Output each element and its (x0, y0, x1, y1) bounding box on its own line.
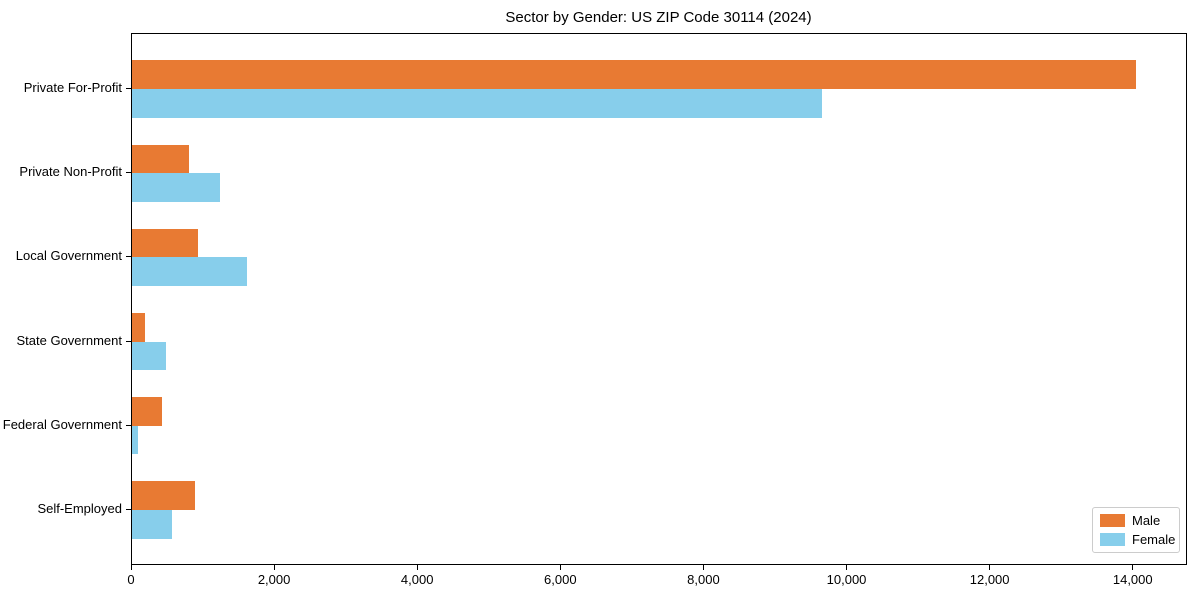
y-axis-label: Private Non-Profit (19, 164, 122, 180)
bar-male-private-non-profit (132, 144, 190, 174)
bar-female-local-government (132, 257, 247, 286)
x-tick-mark (416, 565, 418, 570)
bar-male-federal-government (132, 397, 163, 426)
legend-item-male: Male (1100, 513, 1172, 528)
bar-female-private-for-profit (132, 89, 822, 118)
legend-label-female: Female (1132, 531, 1176, 547)
bar-male-local-government (132, 228, 199, 258)
legend-swatch-male (1100, 514, 1125, 528)
x-tick-mark (846, 565, 848, 570)
plot-area (131, 33, 1187, 565)
bar-male-self-employed (132, 481, 196, 510)
legend: Male Female (1092, 507, 1180, 553)
bar-female-federal-government (132, 425, 139, 455)
legend-item-female: Female (1100, 531, 1176, 547)
x-tick-label: 14,000 (1112, 572, 1153, 587)
y-axis-label: Private For-Profit (23, 80, 122, 95)
x-tick-label: 6,000 (544, 572, 577, 587)
y-tick-mark (126, 424, 131, 426)
legend-label-male: Male (1132, 513, 1161, 529)
x-tick-mark (702, 565, 704, 570)
bar-male-state-government (132, 313, 146, 342)
chart-title: Sector by Gender: US ZIP Code 30114 (202… (505, 9, 812, 26)
x-tick-mark (273, 565, 275, 570)
x-tick-mark (989, 565, 991, 570)
bar-male-private-for-profit (132, 60, 1136, 89)
x-tick-label: 2,000 (257, 572, 291, 587)
x-tick-label: 0 (127, 572, 135, 587)
legend-swatch-female (1100, 532, 1125, 546)
y-tick-mark (126, 88, 131, 89)
y-axis-label: Self-Employed (37, 501, 122, 516)
y-tick-mark (126, 172, 131, 174)
y-tick-mark (126, 509, 131, 510)
bar-female-private-non-profit (132, 173, 220, 202)
bar-female-state-government (132, 341, 166, 371)
bar-female-self-employed (132, 510, 173, 539)
y-axis-label: Local Government (15, 248, 122, 264)
y-tick-mark (126, 256, 131, 258)
x-tick-mark (559, 565, 561, 570)
x-tick-label: 12,000 (969, 572, 1010, 587)
x-tick-label: 4,000 (400, 572, 434, 587)
x-tick-label: 8,000 (687, 572, 720, 587)
x-tick-mark (1132, 565, 1134, 570)
y-tick-mark (126, 340, 131, 342)
x-tick-label: 10,000 (826, 572, 867, 587)
y-axis-label: Federal Government (2, 416, 122, 432)
x-tick-mark (130, 565, 132, 570)
y-axis-label: State Government (16, 332, 123, 348)
